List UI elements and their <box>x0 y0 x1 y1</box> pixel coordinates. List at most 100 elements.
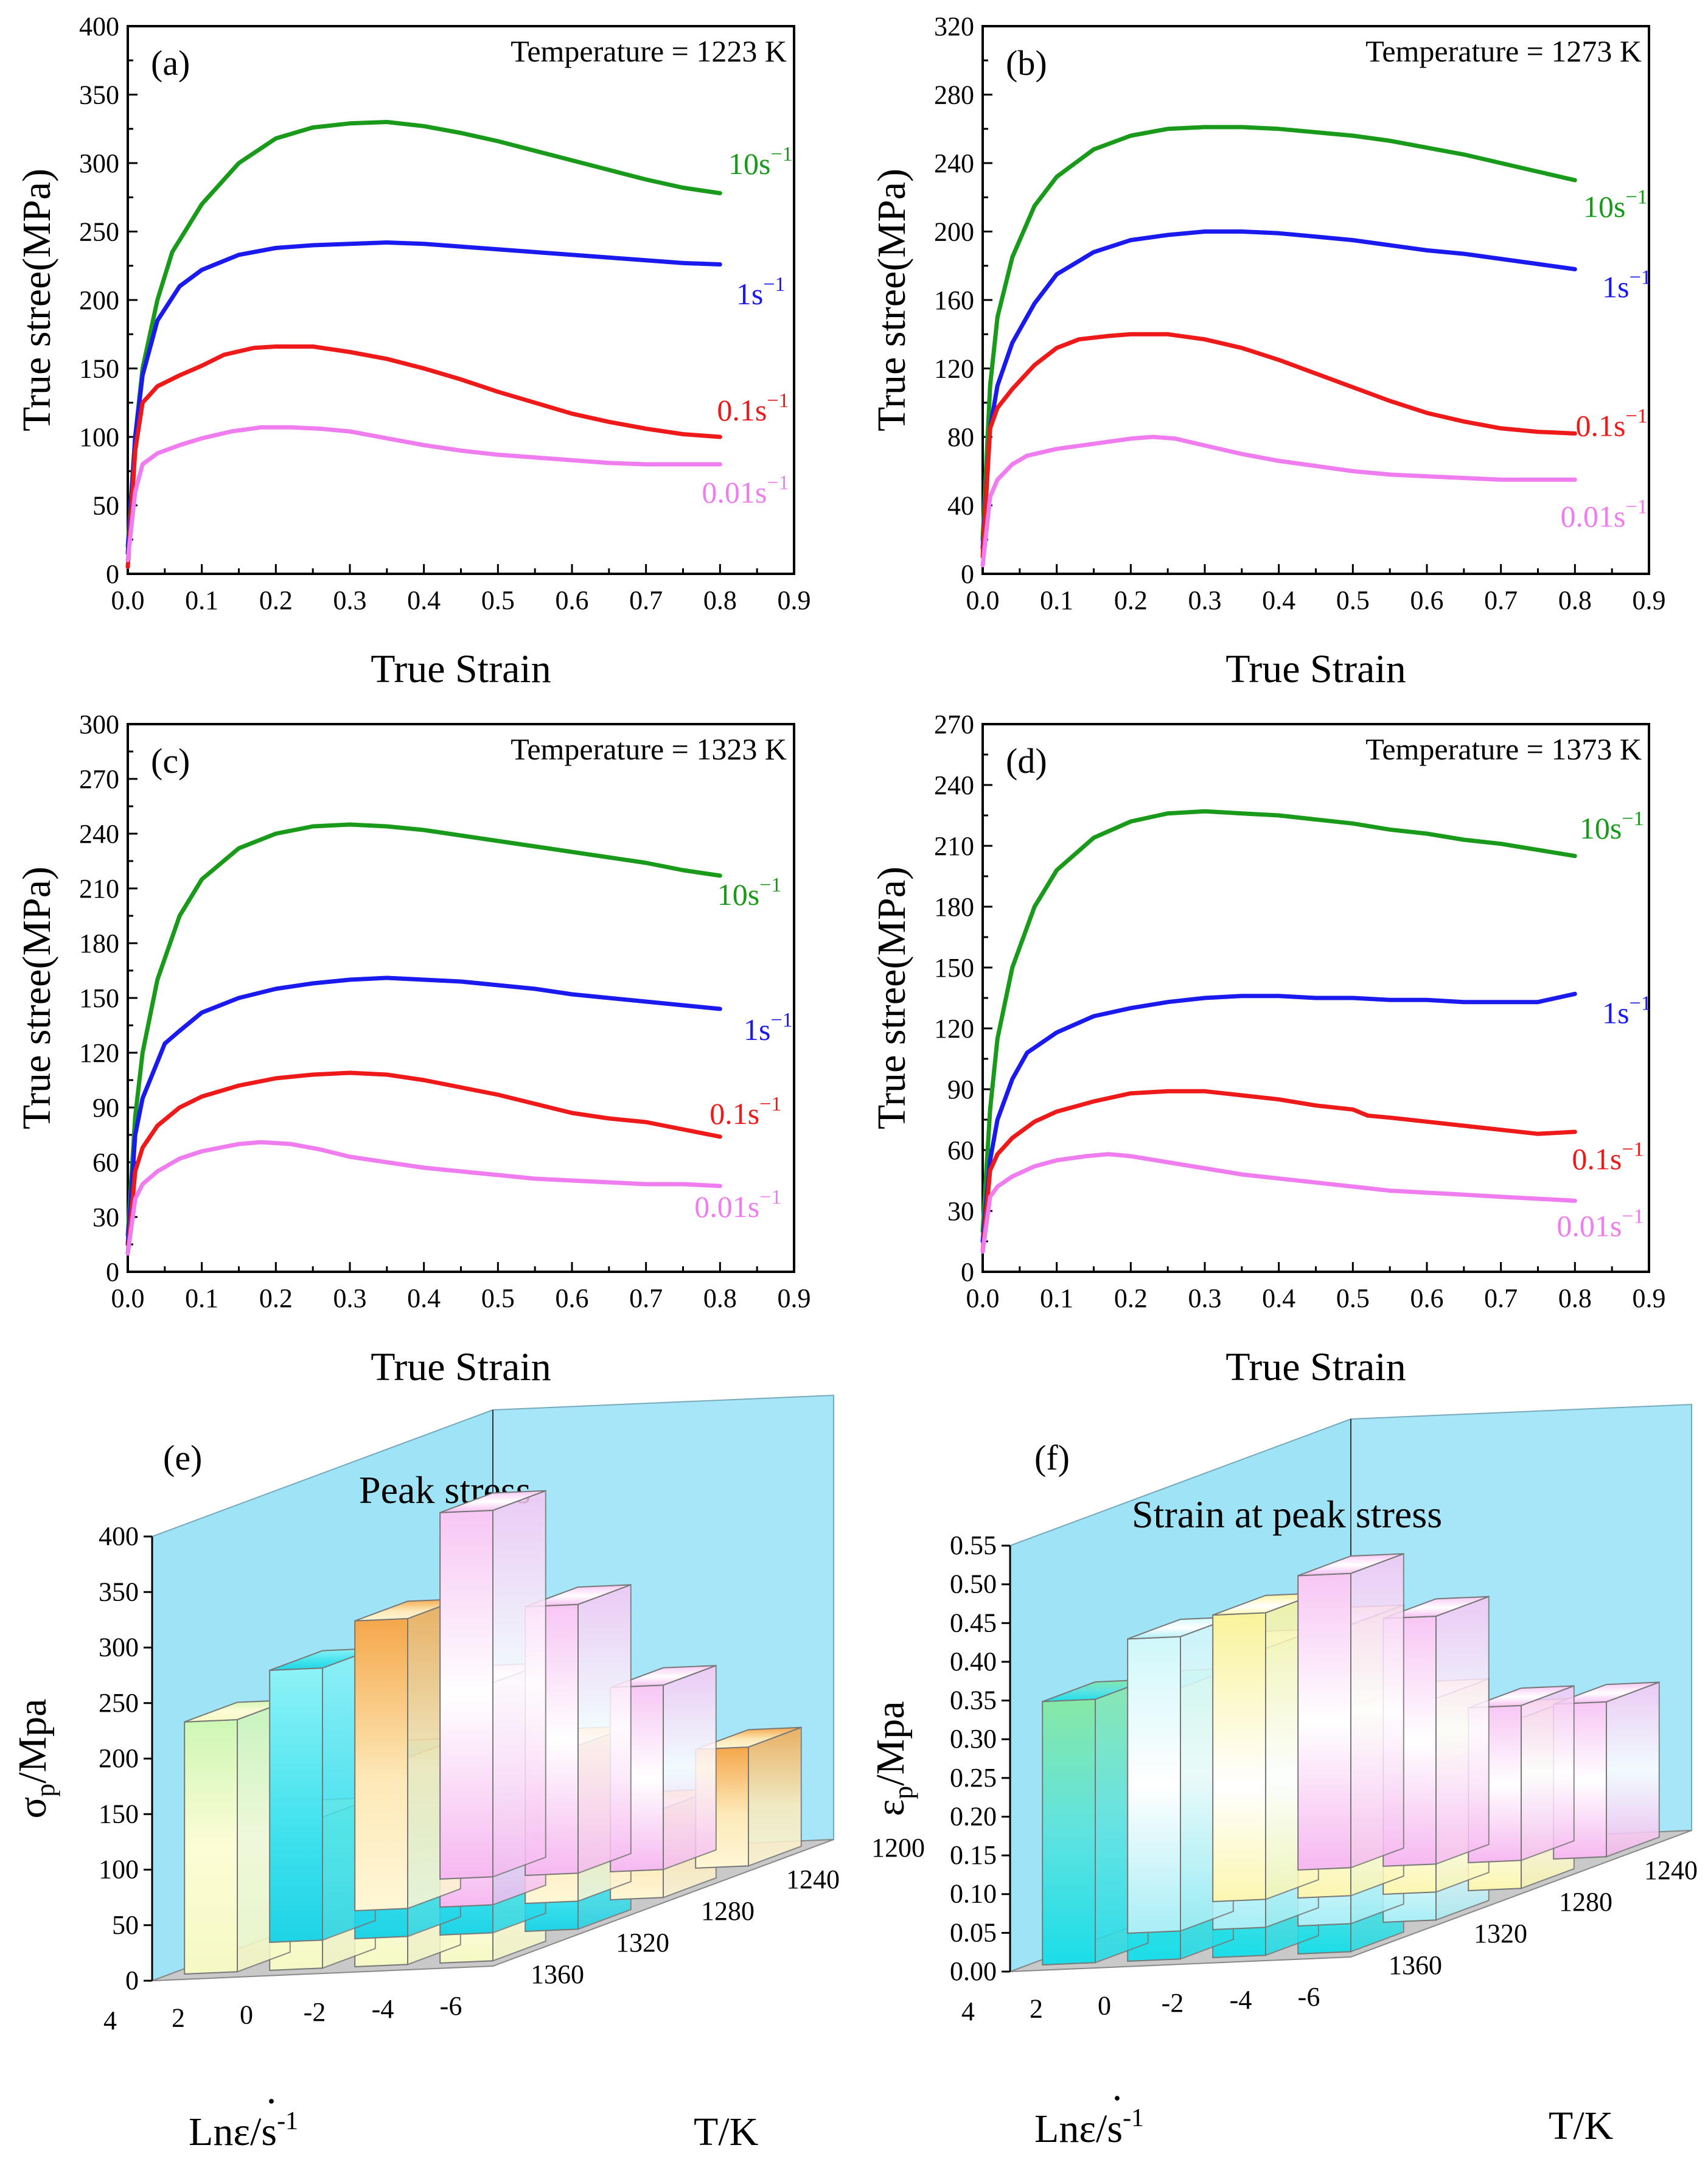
y-tick-label: 210 <box>79 874 119 904</box>
y-tick-label: 240 <box>934 770 974 800</box>
series-line-1s <box>980 229 1577 551</box>
y-tick-label: 0 <box>961 559 974 589</box>
y-tick-label: 180 <box>79 929 119 958</box>
series-label: 0.1s−1 <box>709 1093 781 1131</box>
x-tick-label: -4 <box>1230 1985 1252 2015</box>
series-label: 0.1s−1 <box>717 389 789 427</box>
x-tick-label: 0.0 <box>111 585 145 615</box>
z-tick-label: 300 <box>99 1633 139 1662</box>
z-tick-label: 0.00 <box>950 1956 997 1986</box>
x-tick-label: 0.2 <box>259 1283 293 1313</box>
y-tick-label: 150 <box>934 953 974 983</box>
x-axis-label-dot: · <box>1110 2076 1124 2121</box>
y-tick-label: 1320 <box>1474 1919 1527 1948</box>
x-tick-label: 0.5 <box>1336 585 1370 615</box>
series-line-0p1s <box>125 1070 722 1256</box>
x-axis-label-dot: · <box>265 2079 278 2124</box>
z-tick-label: 350 <box>99 1577 139 1606</box>
panel-letter: (f) <box>1034 1438 1070 1477</box>
y-tick-label: 240 <box>79 819 119 849</box>
bar-T1223-r3 <box>439 1490 546 1880</box>
y-tick-label: 100 <box>79 422 119 452</box>
x-tick-label: 0.1 <box>1040 1283 1073 1313</box>
x-tick-label: -6 <box>440 1991 462 2021</box>
y-tick-label: 30 <box>92 1202 119 1232</box>
y-tick-label: 200 <box>79 285 119 315</box>
y-tick-label: 60 <box>92 1148 119 1177</box>
series-label: 1s−1 <box>744 1009 793 1047</box>
y-tick-label: 350 <box>79 80 119 110</box>
series-line-0p01s <box>980 434 1577 568</box>
y-axis-label: T/K <box>1549 2104 1613 2148</box>
y-tick-label: 1200 <box>871 1833 925 1863</box>
series-label: 10s−1 <box>717 874 782 912</box>
series-label: 0.1s−1 <box>1572 1138 1644 1176</box>
series-line-10s <box>980 125 1577 542</box>
temperature-annotation: Temperature = 1323 K <box>511 732 787 766</box>
line-chart-d: 0.0 0.1 0.2 0.3 0.4 0.5 0.6 0.7 0.8 0.9 0 30 60 90 120… <box>870 710 1666 1389</box>
y-tick-label: 150 <box>79 354 119 384</box>
y-tick-label: 120 <box>934 354 974 384</box>
z-tick-label: 0.40 <box>950 1647 997 1676</box>
x-axis-label: True Strain <box>371 1345 551 1389</box>
series-label: 0.01s−1 <box>694 1186 781 1224</box>
series-line-10s <box>980 809 1577 1233</box>
z-tick-label: 0.45 <box>950 1608 997 1638</box>
y-tick-label: 40 <box>947 491 974 521</box>
z-tick-label: 0.25 <box>950 1763 997 1793</box>
y-tick-label: 90 <box>92 1093 119 1123</box>
x-tick-label: 0.2 <box>259 585 293 615</box>
z-tick-label: 400 <box>99 1521 139 1551</box>
panel-letter: (b) <box>1006 43 1047 83</box>
x-tick-label: 0.7 <box>629 585 663 615</box>
x-axis-label: Lnε/s-1 <box>189 2107 298 2154</box>
x-tick-label: 0.9 <box>1633 1283 1666 1313</box>
y-tick-label: 280 <box>934 80 974 110</box>
series-label: 0.01s−1 <box>1556 1205 1644 1243</box>
x-axis-label: True Strain <box>1225 647 1406 691</box>
x-tick-label: 0.9 <box>778 1283 811 1313</box>
panel-letter: (a) <box>151 43 190 83</box>
x-tick-label: 0.3 <box>1188 1283 1222 1313</box>
series-line-0p01s <box>980 1152 1577 1254</box>
y-tick-label: 60 <box>947 1135 974 1165</box>
z-tick-label: 0.15 <box>950 1840 997 1870</box>
y-tick-label: 50 <box>92 491 119 521</box>
y-tick-label: 150 <box>79 983 119 1013</box>
x-tick-label: 2 <box>172 2003 185 2032</box>
series-line-1s <box>125 975 722 1247</box>
y-tick-label: 1280 <box>701 1896 755 1926</box>
bar3d-chart-e: 0 50 100 150 200 250 300 350 400 σp/Mpa 4 2 0 -2 -4 -6 1… <box>10 1394 925 2154</box>
x-tick-label: 0.1 <box>185 585 218 615</box>
y-axis-label: True stree(MPa) <box>870 169 914 431</box>
x-tick-label: 0.0 <box>966 1283 1000 1313</box>
y-tick-label: 200 <box>934 217 974 247</box>
bar-T1223-r3 <box>1297 1552 1404 1871</box>
x-tick-label: 0.8 <box>703 585 737 615</box>
y-tick-label: 120 <box>79 1038 119 1068</box>
x-tick-label: -2 <box>304 1997 326 2027</box>
y-tick-label: 1240 <box>1644 1855 1698 1885</box>
x-axis-label: True Strain <box>371 647 551 691</box>
temperature-annotation: Temperature = 1223 K <box>511 34 787 68</box>
y-tick-label: 30 <box>947 1196 974 1226</box>
series-label: 10s−1 <box>728 143 793 181</box>
series-label: 1s−1 <box>1602 267 1651 304</box>
z-tick-label: 50 <box>112 1910 139 1940</box>
series-label: 10s−1 <box>1580 807 1644 845</box>
y-axis-label: True stree(MPa) <box>870 867 914 1129</box>
x-tick-label: 0.9 <box>778 585 811 615</box>
y-tick-label: 1240 <box>786 1864 840 1894</box>
series-label: 0.01s−1 <box>702 472 789 509</box>
y-axis-label: True stree(MPa) <box>15 169 59 431</box>
z-tick-label: 0.05 <box>950 1917 997 1947</box>
z-tick-label: 0 <box>125 1965 139 1995</box>
x-tick-label: 0.8 <box>1558 585 1592 615</box>
plot-frame <box>981 25 1650 575</box>
y-tick-label: 120 <box>934 1014 974 1044</box>
z-tick-label: 0.30 <box>950 1724 997 1754</box>
z-axis-label: εp/Mpa <box>868 1701 918 1816</box>
temperature-annotation: Temperature = 1373 K <box>1365 732 1642 766</box>
x-axis-label: Lnε/s-1 <box>1034 2104 1144 2151</box>
y-tick-label: 180 <box>934 892 974 922</box>
